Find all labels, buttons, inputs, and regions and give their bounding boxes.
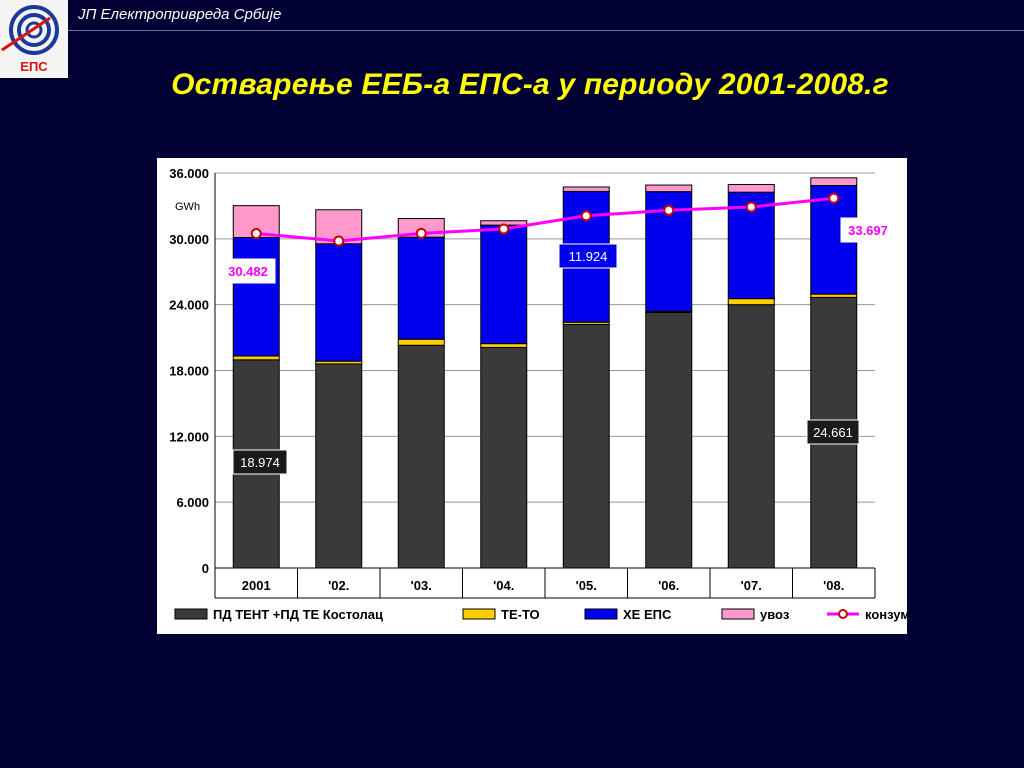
x-tick-label: '06.	[658, 578, 679, 593]
x-tick-label: '05.	[576, 578, 597, 593]
legend-swatch	[174, 608, 208, 620]
bar-segment	[315, 243, 363, 362]
bar-segment	[397, 338, 445, 346]
consumption-marker	[663, 204, 675, 216]
x-tick-label: '07.	[741, 578, 762, 593]
bar-segment	[645, 311, 693, 569]
y-tick-label: 0	[202, 561, 209, 576]
y-tick-label: 36.000	[169, 166, 209, 181]
legend-label: ХЕ ЕПС	[623, 607, 672, 622]
consumption-marker	[828, 192, 840, 204]
stacked-bar-chart: 0 6.000 12.000 18.000 24.000 30.000 36.000 GWh 2…	[169, 166, 907, 622]
consumption-marker	[498, 223, 510, 235]
unit-label: GWh	[175, 201, 200, 213]
data-label-2008-consumption-box	[840, 217, 896, 243]
legend-label: увоз	[760, 607, 790, 622]
legend-label: ТЕ-ТО	[501, 607, 540, 622]
header-bar	[0, 0, 1024, 31]
y-tick-label: 24.000	[169, 298, 209, 313]
data-label-2008-thermal: 24.661	[813, 425, 853, 440]
y-tick-label: 18.000	[169, 364, 209, 379]
legend-swatch	[721, 608, 755, 620]
legend-label: ПД ТЕНТ +ПД ТЕ Костолац	[213, 607, 383, 622]
data-label-2001-thermal: 18.974	[240, 455, 280, 470]
data-label-2008-consumption: 33.697	[848, 223, 888, 238]
chart-area: 0 6.000 12.000 18.000 24.000 30.000 36.000 GWh 2…	[157, 158, 907, 634]
data-label-2005-hydro-box	[558, 243, 618, 269]
eps-logo: ЕПС	[0, 0, 68, 78]
bar-segment	[562, 186, 610, 192]
x-tick-label: '04.	[493, 578, 514, 593]
consumption-marker	[250, 228, 262, 240]
bar-segment	[480, 346, 528, 569]
bar-segment	[480, 343, 528, 348]
y-tick-label: 6.000	[176, 495, 209, 510]
slide-title: Остварење ЕЕБ-а ЕПС-а у периоду 2001-200…	[171, 68, 889, 101]
organization-name: ЈП Електропривреда Србије	[78, 6, 282, 23]
consumption-line	[256, 196, 834, 243]
x-tick-label: 2001	[242, 578, 271, 593]
legend-swatch	[462, 608, 496, 620]
bar-segment	[397, 236, 445, 340]
consumption-marker	[333, 235, 345, 247]
data-label-2001-consumption-box	[220, 258, 276, 284]
consumption-marker	[580, 210, 592, 222]
consumption-marker	[415, 227, 427, 239]
bar-segment	[232, 236, 280, 357]
legend-swatch	[584, 608, 618, 620]
bar-segment	[727, 304, 775, 569]
bar-segment	[562, 323, 610, 569]
x-tick-label: '08.	[823, 578, 844, 593]
bar-segment	[810, 177, 858, 186]
bar-segment	[480, 224, 528, 345]
data-label-2005-hydro: 11.924	[569, 249, 608, 264]
bar-segment	[645, 184, 693, 193]
data-label-2001-consumption: 30.482	[228, 264, 268, 279]
data-label-2001-thermal-box	[232, 449, 288, 475]
logo-text: ЕПС	[20, 59, 48, 74]
bar-segment	[397, 344, 445, 569]
x-tick-label: '03.	[411, 578, 432, 593]
data-label-2008-thermal-box	[806, 419, 860, 445]
y-tick-label: 12.000	[169, 429, 209, 444]
bar-segment	[315, 363, 363, 569]
bar-segment	[232, 355, 280, 361]
bar-segment	[727, 184, 775, 193]
y-tick-label: 30.000	[169, 232, 209, 247]
x-tick-label: '02.	[328, 578, 349, 593]
bar-segment	[727, 298, 775, 306]
legend-marker	[838, 609, 848, 619]
legend-label: конзум	[865, 607, 907, 622]
consumption-marker	[745, 201, 757, 213]
